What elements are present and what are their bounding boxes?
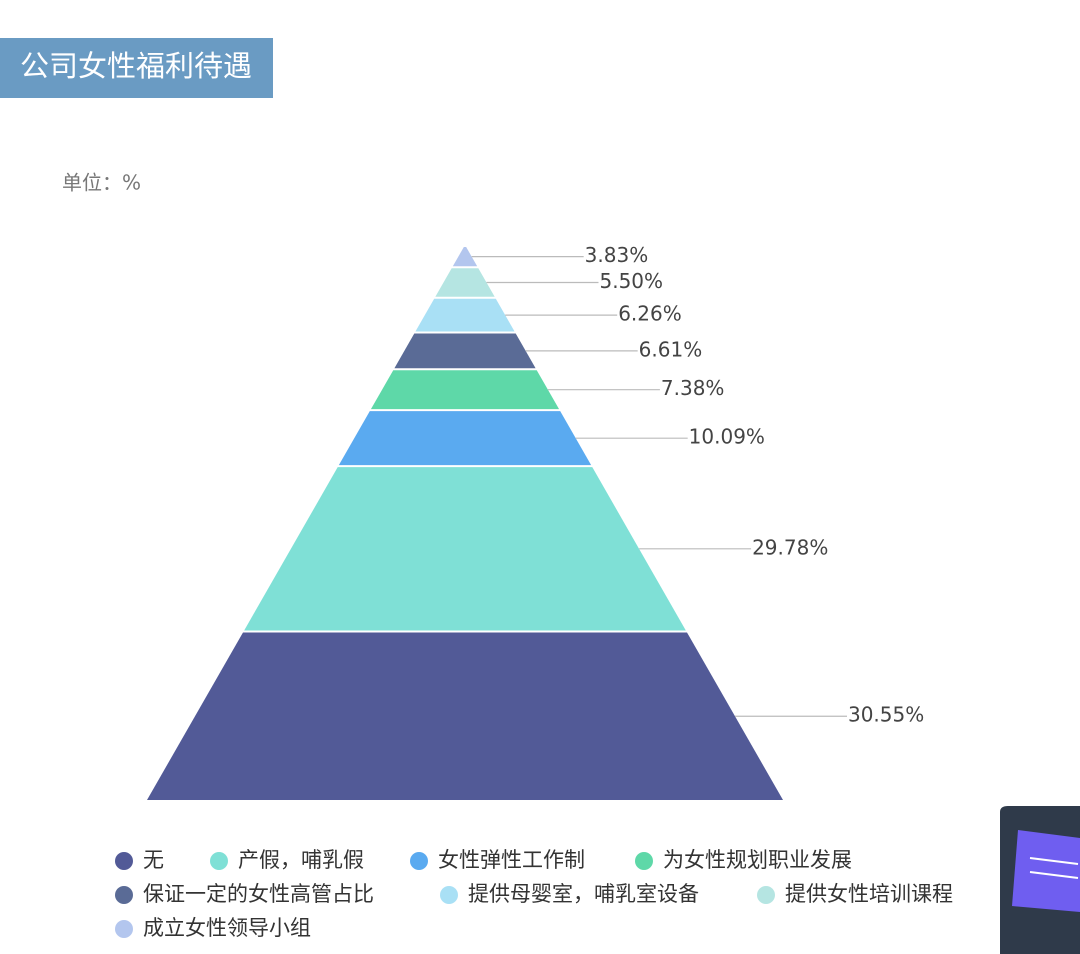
legend-swatch <box>410 852 428 870</box>
legend-swatch <box>635 852 653 870</box>
unit-label: 单位：% <box>62 171 141 195</box>
value-label: 7.38% <box>661 376 725 400</box>
value-label: 10.09% <box>689 425 765 449</box>
legend-swatch <box>440 886 458 904</box>
pyramid-layer <box>394 333 536 369</box>
value-label: 29.78% <box>752 535 828 559</box>
value-label: 6.61% <box>639 337 703 361</box>
legend-label: 女性弹性工作制 <box>438 848 585 872</box>
legend-label: 无 <box>143 848 164 872</box>
legend-label: 产假，哺乳假 <box>238 848 364 872</box>
legend-label: 保证一定的女性高管占比 <box>143 882 374 906</box>
legend-label: 为女性规划职业发展 <box>663 848 852 872</box>
legend-swatch <box>210 852 228 870</box>
legend-swatch <box>115 886 133 904</box>
value-label: 6.26% <box>618 302 682 326</box>
value-label: 30.55% <box>848 703 924 727</box>
pyramid-layer <box>147 632 783 800</box>
pyramid-layer <box>415 298 515 332</box>
legend-label: 成立女性领导小组 <box>143 916 311 940</box>
pyramid-layer <box>435 268 495 297</box>
value-label: 3.83% <box>585 243 649 267</box>
pyramid-layer <box>452 247 478 267</box>
legend-label: 提供母婴室，哺乳室设备 <box>468 882 699 906</box>
pyramid-layer <box>370 370 560 410</box>
legend-swatch <box>115 852 133 870</box>
pyramid-layer <box>338 411 592 466</box>
title-box <box>0 38 273 98</box>
chart-title: 公司女性福利待遇 <box>20 49 252 83</box>
legend-swatch <box>757 886 775 904</box>
legend-label: 提供女性培训课程 <box>785 882 953 906</box>
pyramid-layer <box>244 467 686 631</box>
value-label: 5.50% <box>599 269 663 293</box>
book-icon <box>1000 806 1080 954</box>
legend-swatch <box>115 920 133 938</box>
